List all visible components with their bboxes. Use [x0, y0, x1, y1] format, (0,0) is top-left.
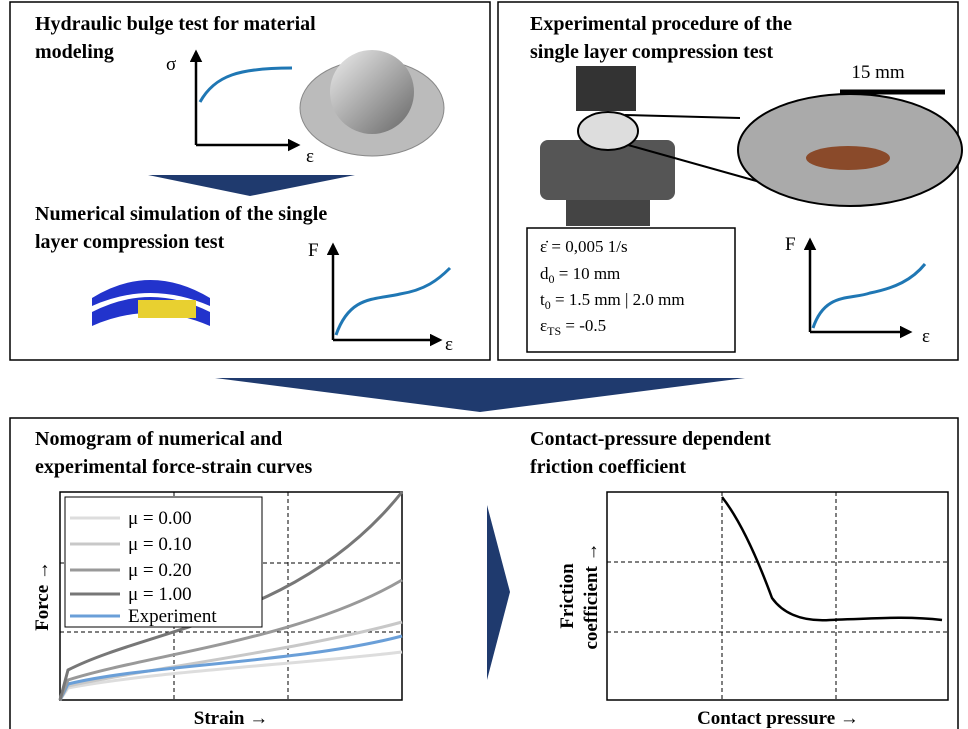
curve — [336, 268, 450, 335]
param: d0 = 10 mm — [540, 264, 620, 286]
legend-label: μ = 0.00 — [128, 508, 192, 529]
title: Nomogram of numerical and — [35, 428, 282, 450]
specimen-image — [330, 50, 414, 134]
value: = 1.5 mm | 2.0 mm — [551, 290, 685, 309]
subtitle: Numerical simulation of the single — [35, 203, 327, 225]
legend-label: μ = 1.00 — [128, 584, 192, 605]
title: experimental force-strain curves — [35, 456, 313, 478]
plot-area — [607, 492, 948, 700]
title: Experimental procedure of the — [530, 13, 792, 35]
axis-symbol: F — [785, 234, 796, 255]
magnifier-line — [625, 115, 740, 118]
axis-symbol: F — [308, 240, 319, 261]
param: ε̇ = 0,005 1/s — [540, 237, 628, 256]
axis-symbol: σ — [166, 54, 176, 75]
machine-image — [566, 200, 650, 226]
y-axis-label: Force → — [32, 561, 53, 631]
flow-arrow — [487, 505, 510, 680]
title: Hydraulic bulge test for material — [35, 13, 316, 35]
symbol: ε — [540, 316, 547, 335]
legend-label: μ = 0.20 — [128, 560, 192, 581]
figure: Hydraulic bulge test for material modeli… — [0, 0, 968, 729]
axis-symbol: ε — [922, 326, 930, 347]
subscript: TS — [547, 324, 561, 338]
title: modeling — [35, 41, 114, 63]
axis-symbol: ε — [306, 146, 314, 167]
title: Contact-pressure dependent — [530, 428, 771, 450]
title: single layer compression test — [530, 41, 773, 63]
title: friction coefficient — [530, 456, 686, 478]
flow-arrow — [215, 378, 745, 412]
x-axis-label: Strain → — [194, 708, 268, 729]
y-axis-label: coefficient → — [581, 542, 602, 649]
simulation-image — [138, 300, 196, 318]
legend-label: μ = 0.10 — [128, 534, 192, 555]
legend-label: Experiment — [128, 606, 217, 627]
curve — [200, 68, 292, 102]
magnified-image — [806, 146, 890, 170]
value: = -0.5 — [561, 316, 606, 335]
flow-arrow — [148, 175, 355, 196]
page: {"top_left": {"title_lines": ["Hydraulic… — [0, 0, 968, 729]
curve — [722, 497, 942, 620]
param: εTS = -0.5 — [540, 316, 606, 338]
curve — [813, 264, 925, 328]
scale-label: 15 mm — [851, 62, 905, 83]
value: = 10 mm — [555, 264, 621, 283]
param: t0 = 1.5 mm | 2.0 mm — [540, 290, 685, 312]
x-axis-label: Contact pressure → — [697, 708, 859, 729]
axis-symbol: ε — [445, 334, 453, 355]
y-axis-label: Friction — [557, 563, 578, 629]
subtitle: layer compression test — [35, 231, 225, 253]
machine-image — [576, 66, 636, 111]
